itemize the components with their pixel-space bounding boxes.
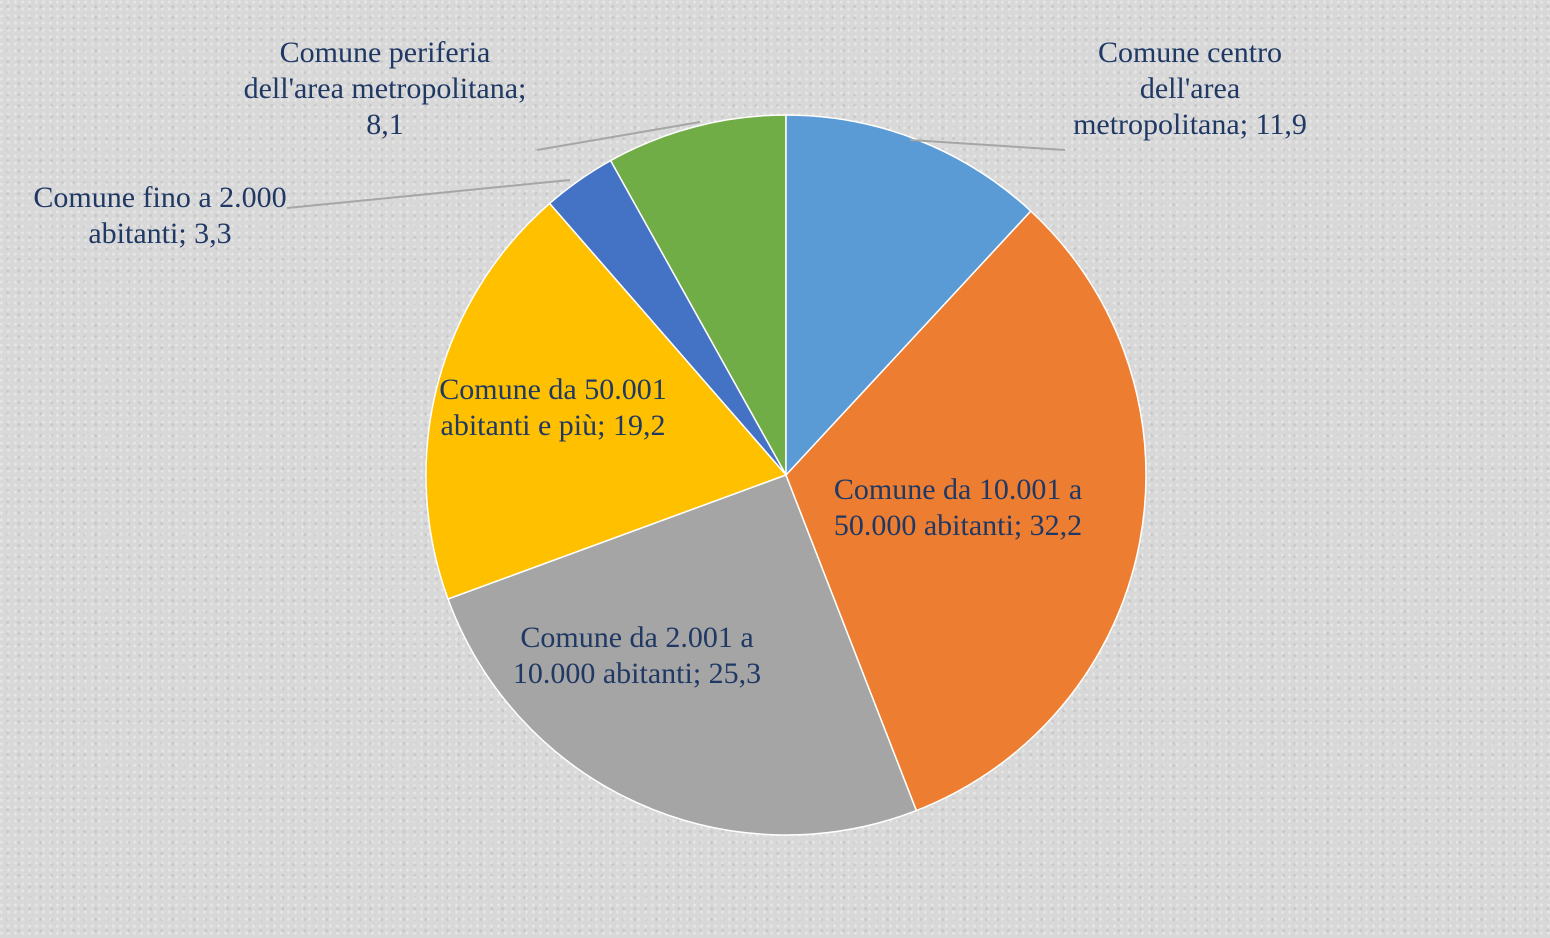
value-label: 3,3 xyxy=(194,217,232,250)
data-label: Comune fino a 2.000 abitanti; 3,3 xyxy=(14,180,306,252)
data-label: Comune da 2.001 a 10.000 abitanti; 25,3 xyxy=(487,620,787,692)
value-label: 32,2 xyxy=(1029,509,1083,542)
pie-slice xyxy=(609,114,787,478)
label-separator: ; xyxy=(178,217,195,250)
label-separator: ; xyxy=(1239,108,1256,141)
value-label: 11,9 xyxy=(1255,108,1307,141)
label-separator: ; xyxy=(692,657,709,690)
data-label: Comune da 50.001 abitanti e più; 19,2 xyxy=(437,372,669,444)
leader-line xyxy=(536,121,701,151)
data-label: Comune centro dell'area metropolitana; 1… xyxy=(1060,35,1320,143)
category-name: Comune da 50.001 abitanti e più xyxy=(439,373,667,442)
category-name: Comune da 10.001 a 50.000 abitanti xyxy=(833,473,1083,542)
pie-slice xyxy=(425,202,788,601)
value-label: 19,2 xyxy=(612,409,666,442)
data-label: Comune da 10.001 a 50.000 abitanti; 32,2 xyxy=(827,472,1089,544)
pie-slice xyxy=(785,209,1147,812)
leader-line xyxy=(909,139,1066,151)
category-name: Comune fino a 2.000 abitanti xyxy=(33,181,287,250)
data-label: Comune periferia dell'area metropolitana… xyxy=(235,35,535,143)
leader-line xyxy=(286,179,571,209)
label-separator: ; xyxy=(1013,509,1030,542)
label-separator: ; xyxy=(518,72,534,105)
value-label: 25,3 xyxy=(708,657,762,690)
category-name: Comune centro dell'area metropolitana xyxy=(1073,36,1283,141)
pie-slice xyxy=(447,474,918,836)
label-separator: ; xyxy=(597,409,613,442)
category-name: Comune periferia dell'area metropolitana xyxy=(243,36,519,105)
category-name: Comune da 2.001 a 10.000 abitanti xyxy=(512,621,754,690)
value-label: 8,1 xyxy=(366,108,404,141)
